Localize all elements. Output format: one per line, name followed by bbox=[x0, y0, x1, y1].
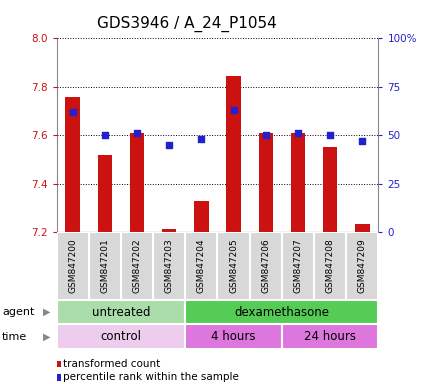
Text: GSM847204: GSM847204 bbox=[197, 238, 205, 293]
Point bbox=[69, 109, 76, 115]
Text: transformed count: transformed count bbox=[62, 359, 160, 369]
Text: 4 hours: 4 hours bbox=[211, 331, 255, 343]
Text: GSM847203: GSM847203 bbox=[164, 238, 173, 293]
Text: percentile rank within the sample: percentile rank within the sample bbox=[62, 372, 238, 382]
Point bbox=[101, 132, 108, 138]
Bar bbox=[194, 201, 208, 232]
Bar bbox=[313, 232, 345, 300]
Point bbox=[165, 142, 172, 148]
Bar bbox=[56, 324, 185, 349]
Bar bbox=[161, 229, 176, 232]
Bar bbox=[354, 224, 369, 232]
Bar bbox=[97, 155, 112, 232]
Bar bbox=[217, 232, 249, 300]
Text: GDS3946 / A_24_P1054: GDS3946 / A_24_P1054 bbox=[97, 15, 276, 31]
Point bbox=[262, 132, 269, 138]
Text: GSM847202: GSM847202 bbox=[132, 238, 141, 293]
Text: GSM847201: GSM847201 bbox=[100, 238, 109, 293]
Bar bbox=[121, 232, 153, 300]
Bar bbox=[322, 147, 337, 232]
Bar bbox=[226, 76, 240, 232]
Bar bbox=[153, 232, 185, 300]
Text: GSM847200: GSM847200 bbox=[68, 238, 77, 293]
Bar bbox=[56, 300, 185, 324]
Bar bbox=[129, 133, 144, 232]
Text: GSM847207: GSM847207 bbox=[293, 238, 302, 293]
Bar bbox=[345, 232, 378, 300]
Text: GSM847205: GSM847205 bbox=[229, 238, 237, 293]
Point bbox=[133, 130, 140, 136]
Bar bbox=[281, 232, 313, 300]
Text: GSM847208: GSM847208 bbox=[325, 238, 334, 293]
Point bbox=[358, 138, 365, 144]
Bar bbox=[281, 324, 378, 349]
Text: agent: agent bbox=[2, 307, 34, 317]
Text: GSM847206: GSM847206 bbox=[261, 238, 270, 293]
Text: 24 hours: 24 hours bbox=[303, 331, 355, 343]
Point bbox=[230, 107, 237, 113]
Text: GSM847209: GSM847209 bbox=[357, 238, 366, 293]
Text: ▶: ▶ bbox=[43, 332, 50, 342]
Bar bbox=[65, 97, 80, 232]
Point bbox=[326, 132, 333, 138]
Bar bbox=[185, 324, 281, 349]
Point bbox=[294, 130, 301, 136]
Text: untreated: untreated bbox=[92, 306, 150, 318]
Text: time: time bbox=[2, 332, 27, 342]
Point bbox=[197, 136, 204, 142]
Text: ▶: ▶ bbox=[43, 307, 50, 317]
Bar bbox=[89, 232, 121, 300]
Bar bbox=[56, 232, 89, 300]
Bar bbox=[249, 232, 281, 300]
Bar bbox=[185, 232, 217, 300]
Text: dexamethasone: dexamethasone bbox=[234, 306, 329, 318]
Bar bbox=[290, 133, 305, 232]
Bar bbox=[185, 300, 378, 324]
Text: control: control bbox=[100, 331, 141, 343]
Bar bbox=[258, 133, 273, 232]
